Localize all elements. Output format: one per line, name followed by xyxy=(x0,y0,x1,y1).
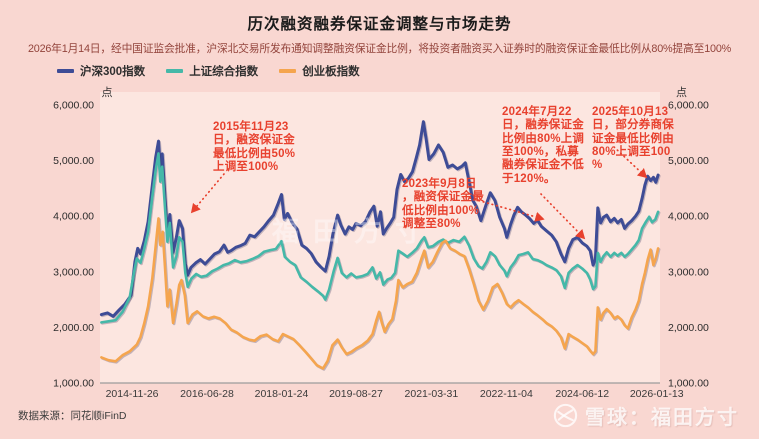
y-axis-label-right: 1,000.00 xyxy=(668,378,709,390)
y-axis-label-right: 4,000.00 xyxy=(668,211,709,223)
y-axis-label-right: 6,000.00 xyxy=(668,100,709,112)
xueqiu-watermark: 雪球：福田方寸 xyxy=(553,401,739,430)
annotation-arrow xyxy=(190,173,225,214)
legend-item-chinext: 创业板指数 xyxy=(279,63,360,79)
y-axis-label-left: 6,000.00 xyxy=(53,100,94,112)
series-line-0 xyxy=(99,120,660,318)
annotation-arrow xyxy=(469,197,545,222)
x-axis-label: 2016-06-28 xyxy=(180,388,234,400)
legend-swatch xyxy=(166,69,184,73)
x-axis-label: 2014-11-26 xyxy=(106,388,159,400)
annotation-2015-11-23: 2015年11月23 日，融资保证金 最低比例由50% 上调至100% xyxy=(213,121,296,173)
xueqiu-watermark-text: 雪球：福田方寸 xyxy=(585,407,739,429)
y-axis-label-left: 4,000.00 xyxy=(53,211,94,223)
y-axis-label-left: 5,000.00 xyxy=(53,155,94,167)
plot-area xyxy=(100,92,660,383)
y-axis-unit-left: 点 xyxy=(102,86,113,99)
y-axis-label-left: 3,000.00 xyxy=(53,266,94,278)
y-axis-label-left: 1,000.00 xyxy=(53,378,94,390)
chart-subtitle: 2026年1月14日，经中国证监会批准，沪深北交易所发布通知调整融资保证金比例，… xyxy=(27,43,732,55)
x-axis-label: 2022-11-04 xyxy=(480,388,533,400)
legend-item-sse: 上证综合指数 xyxy=(166,63,258,79)
x-axis-label: 2026-01-13 xyxy=(630,388,684,400)
x-axis-label: 2021-03-31 xyxy=(405,388,459,400)
data-source-label: 数据来源：同花顺iFinD xyxy=(18,410,127,422)
annotation-2025-10-13: 2025年10月13 日，部分券商保 证金最低比例由 80%上调至100 % xyxy=(592,106,674,172)
annotation-arrow xyxy=(540,193,586,240)
legend-item-hs300: 沪深300指数 xyxy=(57,63,145,79)
annotation-arrow xyxy=(613,146,648,179)
series-line-1 xyxy=(100,152,660,324)
legend-swatch xyxy=(279,69,297,73)
y-axis-label-right: 5,000.00 xyxy=(668,155,709,167)
x-axis-label: 2024-06-12 xyxy=(555,388,609,400)
chart-legend: 沪深300指数 上证综合指数 创业板指数 xyxy=(57,63,360,79)
y-axis-label-left: 2,000.00 xyxy=(53,322,94,334)
annotation-2024-07-22: 2024年7月22 日，融券保证金 比例由80%上调 至100%，私募 融券保证… xyxy=(502,106,585,185)
xueqiu-logo-icon xyxy=(553,403,578,428)
x-axis-label: 2019-08-27 xyxy=(329,388,383,400)
legend-label: 创业板指数 xyxy=(302,66,360,78)
legend-label: 上证综合指数 xyxy=(189,66,259,78)
x-axis-label: 2018-01-24 xyxy=(255,388,309,400)
y-axis-label-right: 2,000.00 xyxy=(668,322,709,334)
legend-label: 沪深300指数 xyxy=(80,66,146,78)
y-axis-unit-right: 点 xyxy=(676,86,687,99)
y-axis-label-right: 3,000.00 xyxy=(668,266,709,278)
annotation-2023-09-08: 2023年9月8日 ，融资保证金最 低比例由100% 调整至80% xyxy=(402,178,484,230)
chart-title: 历次融资融券保证金调整与市场走势 xyxy=(247,16,512,33)
series-line-2 xyxy=(100,217,660,370)
legend-swatch xyxy=(57,69,74,73)
